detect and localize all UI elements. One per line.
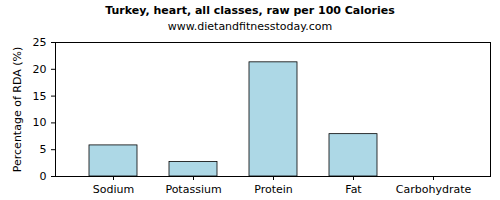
- svg-text:20: 20: [33, 63, 47, 76]
- svg-text:Percentage of RDA (%): Percentage of RDA (%): [11, 47, 24, 172]
- svg-text:Protein: Protein: [254, 183, 293, 196]
- html-text:www.dietandfitnesstoday.com: www.dietandfitnesstoday.com: [167, 20, 333, 33]
- svg-text:Carbohydrate: Carbohydrate: [396, 183, 472, 196]
- svg-text:0: 0: [40, 170, 47, 183]
- svg-text:Sodium: Sodium: [93, 183, 134, 196]
- svg-text:10: 10: [33, 116, 47, 129]
- svg-text:15: 15: [33, 90, 47, 103]
- svg-text:5: 5: [40, 143, 47, 156]
- svg-text:25: 25: [33, 36, 47, 49]
- svg-text:Fat: Fat: [345, 183, 362, 196]
- svg-text:Potassium: Potassium: [165, 183, 221, 196]
- html-text:Turkey, heart, all classes, ra: Turkey, heart, all classes, raw per 100 …: [105, 4, 395, 17]
